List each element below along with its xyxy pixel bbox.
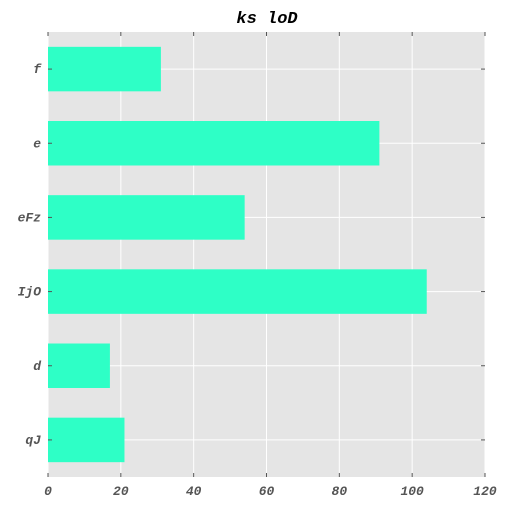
y-tick-label: e — [33, 136, 41, 151]
x-axis: 0 20 40 60 80 100 120 — [44, 32, 497, 499]
x-tick-label: 60 — [259, 484, 275, 499]
chart-title: ks loD — [236, 10, 297, 29]
bar-IjO — [48, 269, 427, 314]
bars — [48, 46, 427, 463]
y-tick-label: IjO — [18, 285, 42, 300]
bar-f — [48, 46, 161, 92]
y-axis: qJ d IjO eFz e f — [18, 62, 485, 448]
x-tick-label: 40 — [186, 484, 202, 499]
x-tick-label: 0 — [44, 484, 52, 499]
x-tick-label: 120 — [473, 484, 497, 499]
y-tick-label: qJ — [25, 433, 41, 448]
x-tick-label: 100 — [400, 484, 424, 499]
x-tick-label: 80 — [332, 484, 348, 499]
y-tick-label: f — [33, 62, 42, 77]
bar-qJ — [48, 417, 125, 463]
bar-eFz — [48, 195, 245, 240]
y-tick-label: eFz — [18, 210, 42, 225]
x-tick-label: 20 — [113, 484, 129, 499]
bar-e — [48, 121, 380, 166]
y-tick-label: d — [33, 359, 42, 374]
bar-d — [48, 343, 110, 388]
